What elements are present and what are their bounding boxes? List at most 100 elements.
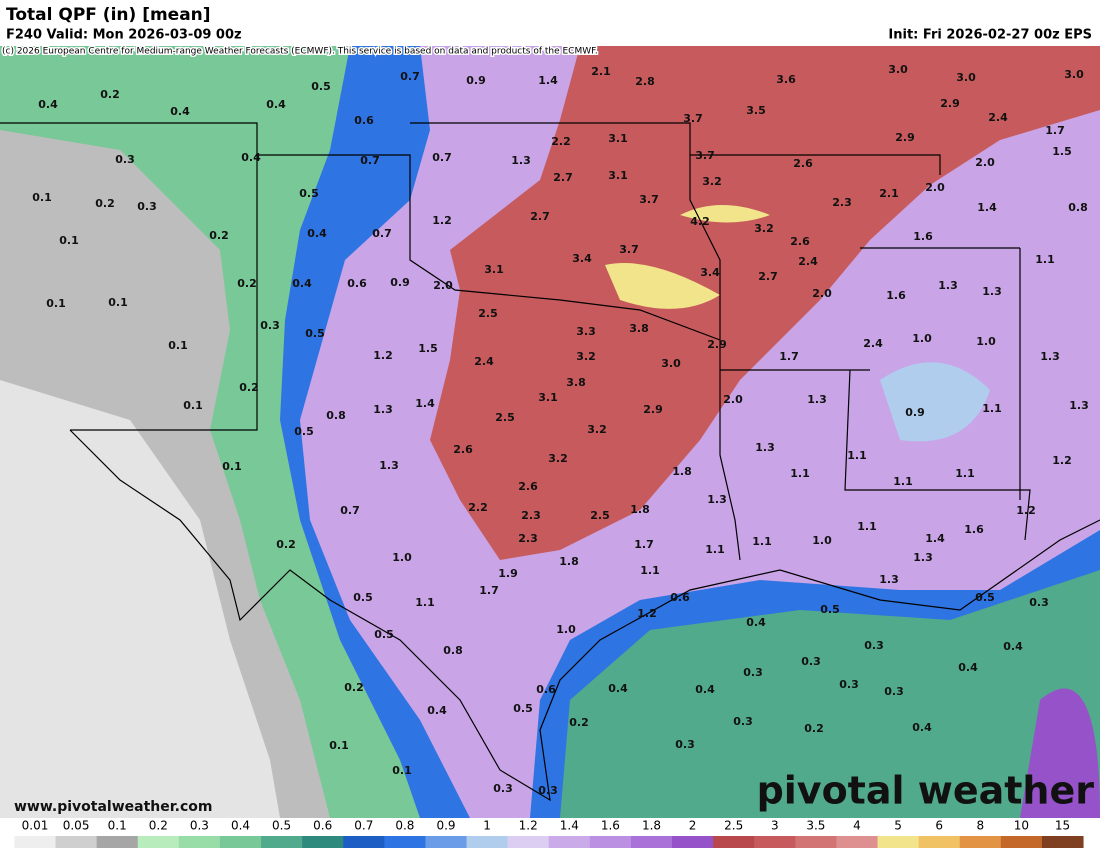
value-label: 1.3 [1069, 399, 1089, 412]
value-label: 1.3 [913, 551, 933, 564]
value-label: 3.2 [587, 423, 607, 436]
value-label: 1.4 [925, 532, 945, 545]
colorbar-swatch [384, 836, 426, 848]
value-label: 0.7 [400, 70, 420, 83]
value-label: 2.5 [590, 509, 610, 522]
colorbar-swatch [754, 836, 796, 848]
value-label: 2.9 [707, 338, 727, 351]
value-label: 0.5 [374, 628, 394, 641]
value-label: 0.5 [353, 591, 373, 604]
value-label: 1.7 [779, 350, 799, 363]
light-gray-area [0, 380, 280, 818]
value-label: 1.0 [392, 551, 412, 564]
value-label: 1.6 [964, 523, 984, 536]
colorbar-tick-label: 0.01 [22, 819, 49, 833]
value-label: 1.0 [556, 623, 576, 636]
value-label: 0.7 [432, 151, 452, 164]
value-label: 1.3 [807, 393, 827, 406]
value-label: 0.1 [183, 399, 203, 412]
value-label: 1.4 [977, 201, 997, 214]
value-label: 2.6 [453, 443, 473, 456]
value-label: 4.2 [690, 215, 710, 228]
value-label: 2.9 [895, 131, 915, 144]
colorbar-swatch [55, 836, 98, 848]
value-label: 1.1 [640, 564, 660, 577]
value-label: 0.3 [884, 685, 904, 698]
colorbar-swatch [836, 836, 879, 848]
colorbar-tick-label: 0.9 [436, 819, 455, 833]
value-label: 1.1 [1035, 253, 1055, 266]
value-label: 0.2 [804, 722, 824, 735]
value-label: 1.1 [955, 467, 975, 480]
colorbar-tick-label: 0.4 [231, 819, 250, 833]
credit: (c) 2026 European Centre for Medium-rang… [2, 47, 598, 57]
value-label: 1.3 [938, 279, 958, 292]
value-label: 0.3 [137, 200, 157, 213]
value-label: 2.0 [975, 156, 995, 169]
value-label: 0.4 [427, 704, 447, 717]
value-label: 3.0 [888, 63, 908, 76]
colorbar-tick-label: 0.8 [395, 819, 414, 833]
value-label: 0.2 [569, 716, 589, 729]
value-label: 0.8 [443, 644, 463, 657]
value-label: 3.7 [639, 193, 659, 206]
colorbar-tick-label: 1 [483, 819, 491, 833]
colorbar-tick-label: 0.7 [354, 819, 373, 833]
colorbar-tick-label: 1.4 [560, 819, 579, 833]
value-label: 0.2 [100, 88, 120, 101]
value-label: 1.3 [982, 285, 1002, 298]
value-label: 0.6 [354, 114, 374, 127]
value-label: 0.4 [266, 98, 286, 111]
site-url: www.pivotalweather.com [14, 799, 213, 815]
value-label: 0.2 [276, 538, 296, 551]
colorbar-tick-label: 0.2 [149, 819, 168, 833]
value-label: 0.2 [239, 381, 259, 394]
value-label: 3.5 [746, 104, 766, 117]
value-label: 1.0 [812, 534, 832, 547]
value-label: 0.4 [38, 98, 58, 111]
value-label: 1.4 [538, 74, 558, 87]
value-label: 1.6 [913, 230, 933, 243]
value-label: 1.3 [707, 493, 727, 506]
colorbar-tick-label: 8 [976, 819, 984, 833]
colorbar-swatch [713, 836, 755, 848]
value-label: 1.8 [672, 465, 692, 478]
value-label: 3.1 [538, 391, 558, 404]
value-label: 0.5 [294, 425, 314, 438]
value-label: 1.1 [857, 520, 877, 533]
value-label: 0.5 [820, 603, 840, 616]
value-label: 1.1 [893, 475, 913, 488]
value-label: 1.4 [415, 397, 435, 410]
value-label: 1.5 [1052, 145, 1072, 158]
value-label: 2.2 [468, 501, 488, 514]
value-label: 2.7 [530, 210, 550, 223]
value-label: 3.3 [576, 325, 596, 338]
colorbar-tick-label: 5 [894, 819, 902, 833]
value-label: 1.2 [373, 349, 393, 362]
value-label: 3.7 [683, 112, 703, 125]
value-label: 3.8 [629, 322, 649, 335]
value-label: 1.1 [752, 535, 772, 548]
value-label: 3.2 [702, 175, 722, 188]
value-label: 0.1 [32, 191, 52, 204]
colorbar-tick-label: 6 [935, 819, 943, 833]
value-label: 0.5 [513, 702, 533, 715]
value-label: 3.7 [619, 243, 639, 256]
value-label: 1.5 [418, 342, 438, 355]
value-label: 1.7 [1045, 124, 1065, 137]
colorbar-swatch [466, 836, 509, 848]
value-label: 0.4 [912, 721, 932, 734]
value-label: 0.6 [536, 683, 556, 696]
value-label: 0.5 [305, 327, 325, 340]
value-label: 2.5 [495, 411, 515, 424]
colorbar-tick-label: 1.6 [601, 819, 620, 833]
value-label: 1.1 [790, 467, 810, 480]
colorbar-swatch [630, 836, 673, 848]
value-label: 0.5 [299, 187, 319, 200]
colorbar-tick-label: 1.8 [642, 819, 661, 833]
colorbar-tick-label: 1.2 [519, 819, 538, 833]
colorbar-swatch [1041, 836, 1084, 848]
colorbar-swatch [672, 836, 714, 848]
value-label: 0.8 [1068, 201, 1088, 214]
